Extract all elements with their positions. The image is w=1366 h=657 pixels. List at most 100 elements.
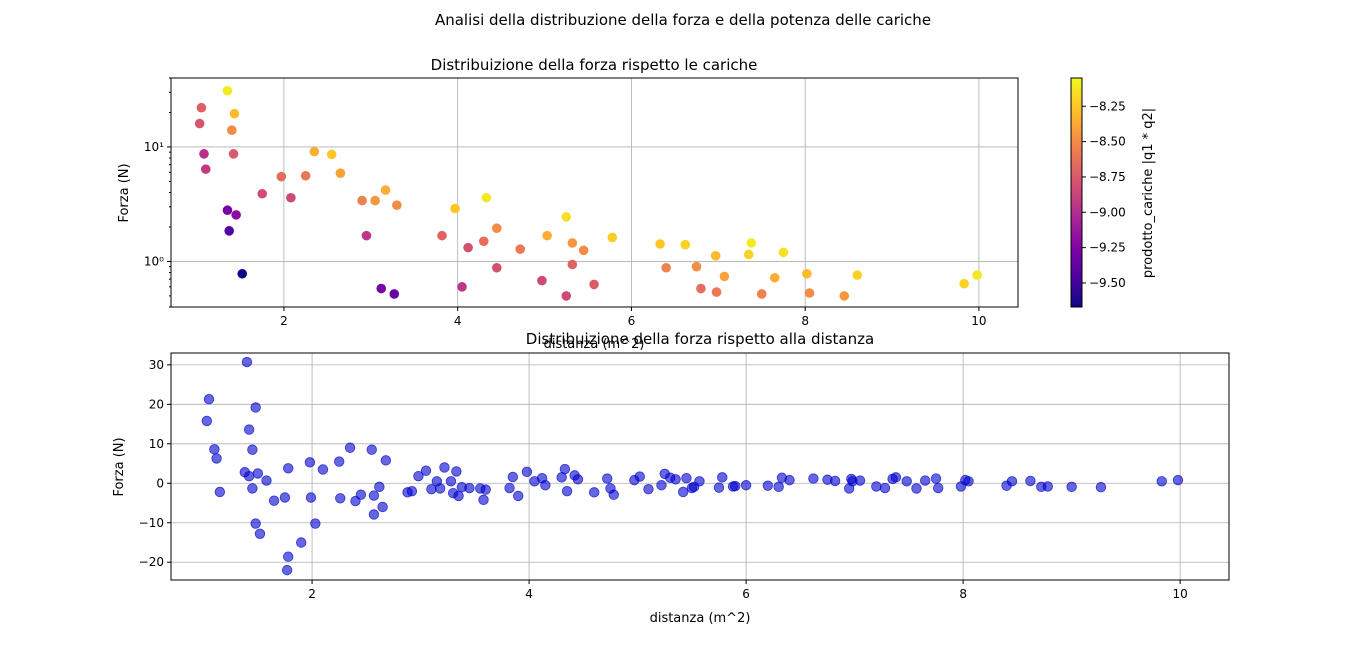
bottom-chart-point	[439, 462, 450, 473]
bottom-chart-point	[540, 480, 551, 491]
top-chart-y-ticks: 10⁰ 10¹	[144, 77, 171, 308]
bottom-chart-point	[829, 475, 841, 487]
bottom-chart-point	[1172, 474, 1184, 486]
bottom-chart-ytick-label: 0	[156, 476, 164, 490]
top-chart-point	[696, 283, 706, 294]
top-chart-point	[719, 271, 730, 282]
bottom-chart-point	[656, 480, 667, 491]
top-chart-point	[959, 278, 969, 289]
bottom-chart-point	[513, 490, 524, 502]
top-chart-point	[437, 230, 447, 241]
bottom-chart-title: Distribuizione della forza rispetto alla…	[526, 330, 874, 348]
top-chart-x-ticks: 2 4 6 8 10	[280, 307, 987, 328]
top-chart-point	[389, 289, 400, 299]
bottom-chart-point	[1156, 476, 1167, 487]
bottom-chart: 2 4 6 8 10 −20 −10 0 10 20 30 Distribuizione dell…	[112, 330, 1230, 626]
colorbar: −8.25 −8.50 −8.75 −9.00 −9.25 −9.50 prodotto_…	[1070, 77, 1156, 308]
top-chart-frame	[170, 77, 1019, 308]
top-chart-point	[194, 118, 205, 129]
bottom-chart-point	[201, 415, 213, 427]
bottom-chart-point	[911, 483, 922, 494]
top-chart-point	[286, 192, 296, 203]
top-chart-point	[361, 230, 372, 241]
top-chart-point	[804, 288, 815, 298]
colorbar-gradient	[1070, 77, 1083, 308]
top-chart-point	[607, 232, 618, 243]
bottom-chart-xtick-label: 4	[525, 587, 533, 601]
bottom-chart-point	[963, 476, 974, 487]
top-chart-point	[196, 102, 207, 113]
bottom-chart-point	[304, 457, 316, 468]
top-chart-point	[802, 268, 812, 279]
bottom-chart-point	[1095, 482, 1107, 493]
top-chart-point	[743, 249, 754, 260]
bottom-chart-point	[377, 501, 388, 513]
top-chart-point	[335, 168, 346, 178]
bottom-chart-point	[268, 495, 280, 506]
top-chart-point	[224, 226, 235, 236]
top-chart-xtick-label: 4	[454, 314, 462, 328]
top-chart-point	[200, 164, 211, 174]
bottom-chart-point	[930, 473, 942, 484]
bottom-chart-point	[901, 476, 912, 487]
bottom-chart-point	[507, 471, 519, 483]
colorbar-tick-label: −9.25	[1089, 241, 1126, 255]
bottom-chart-point	[681, 472, 692, 484]
top-chart-xtick-label: 10	[971, 314, 986, 328]
top-chart-point	[711, 287, 722, 297]
bottom-chart-point	[730, 480, 741, 492]
colorbar-tick-label: −8.25	[1089, 99, 1126, 113]
bottom-chart-point	[784, 474, 795, 486]
bottom-chart-grid	[171, 353, 1229, 580]
bottom-chart-point	[434, 483, 446, 494]
bottom-chart-point	[420, 465, 432, 476]
bottom-chart-ytick-label: 10	[149, 437, 164, 451]
bottom-chart-point	[281, 564, 293, 576]
top-chart-point	[691, 261, 702, 272]
bottom-chart-xlabel: distanza (m^2)	[650, 611, 751, 626]
bottom-chart-point	[310, 518, 321, 529]
bottom-chart-point	[451, 466, 462, 477]
bottom-chart-point	[808, 473, 819, 484]
bottom-chart-xtick-label: 10	[1173, 587, 1188, 601]
bottom-chart-point	[252, 468, 264, 479]
top-chart-point	[778, 247, 789, 258]
bottom-chart-point	[890, 472, 902, 483]
bottom-chart-point	[871, 481, 882, 492]
bottom-chart-points	[201, 356, 1184, 576]
bottom-chart-point	[694, 476, 705, 487]
bottom-chart-point	[247, 444, 258, 455]
bottom-chart-point	[209, 444, 220, 455]
bottom-chart-point	[1006, 476, 1018, 487]
top-chart-point	[257, 188, 268, 199]
top-chart-ytick-label: 10¹	[144, 140, 164, 154]
top-chart-point	[561, 291, 572, 301]
bottom-chart-point	[214, 486, 226, 498]
top-chart-point	[309, 146, 320, 157]
bottom-chart-point	[713, 482, 725, 493]
top-chart-point	[380, 185, 391, 195]
colorbar-tick-label: −8.50	[1089, 135, 1126, 149]
bottom-chart-point	[368, 490, 380, 501]
bottom-chart-point	[247, 483, 258, 494]
bottom-chart-point	[445, 476, 457, 487]
top-chart-point	[231, 210, 241, 220]
bottom-chart-point	[203, 393, 215, 405]
top-chart-point	[463, 242, 473, 253]
colorbar-ticks: −8.25 −8.50 −8.75 −9.00 −9.25 −9.50	[1082, 99, 1126, 290]
top-chart-point	[222, 85, 233, 96]
top-chart-point	[515, 244, 526, 254]
bottom-chart-point	[521, 466, 533, 478]
bottom-chart-point	[670, 474, 681, 485]
top-chart-point	[478, 236, 489, 247]
bottom-chart-point	[305, 492, 317, 503]
bottom-chart-point	[282, 463, 294, 474]
colorbar-label: prodotto_cariche |q1 * q2|	[1141, 108, 1156, 278]
bottom-chart-point	[561, 485, 573, 497]
bottom-chart-point	[480, 484, 491, 495]
top-chart-point	[972, 270, 982, 280]
bottom-chart-y-ticks: −20 −10 0 10 20 30	[139, 358, 171, 569]
top-chart-point	[746, 238, 757, 248]
